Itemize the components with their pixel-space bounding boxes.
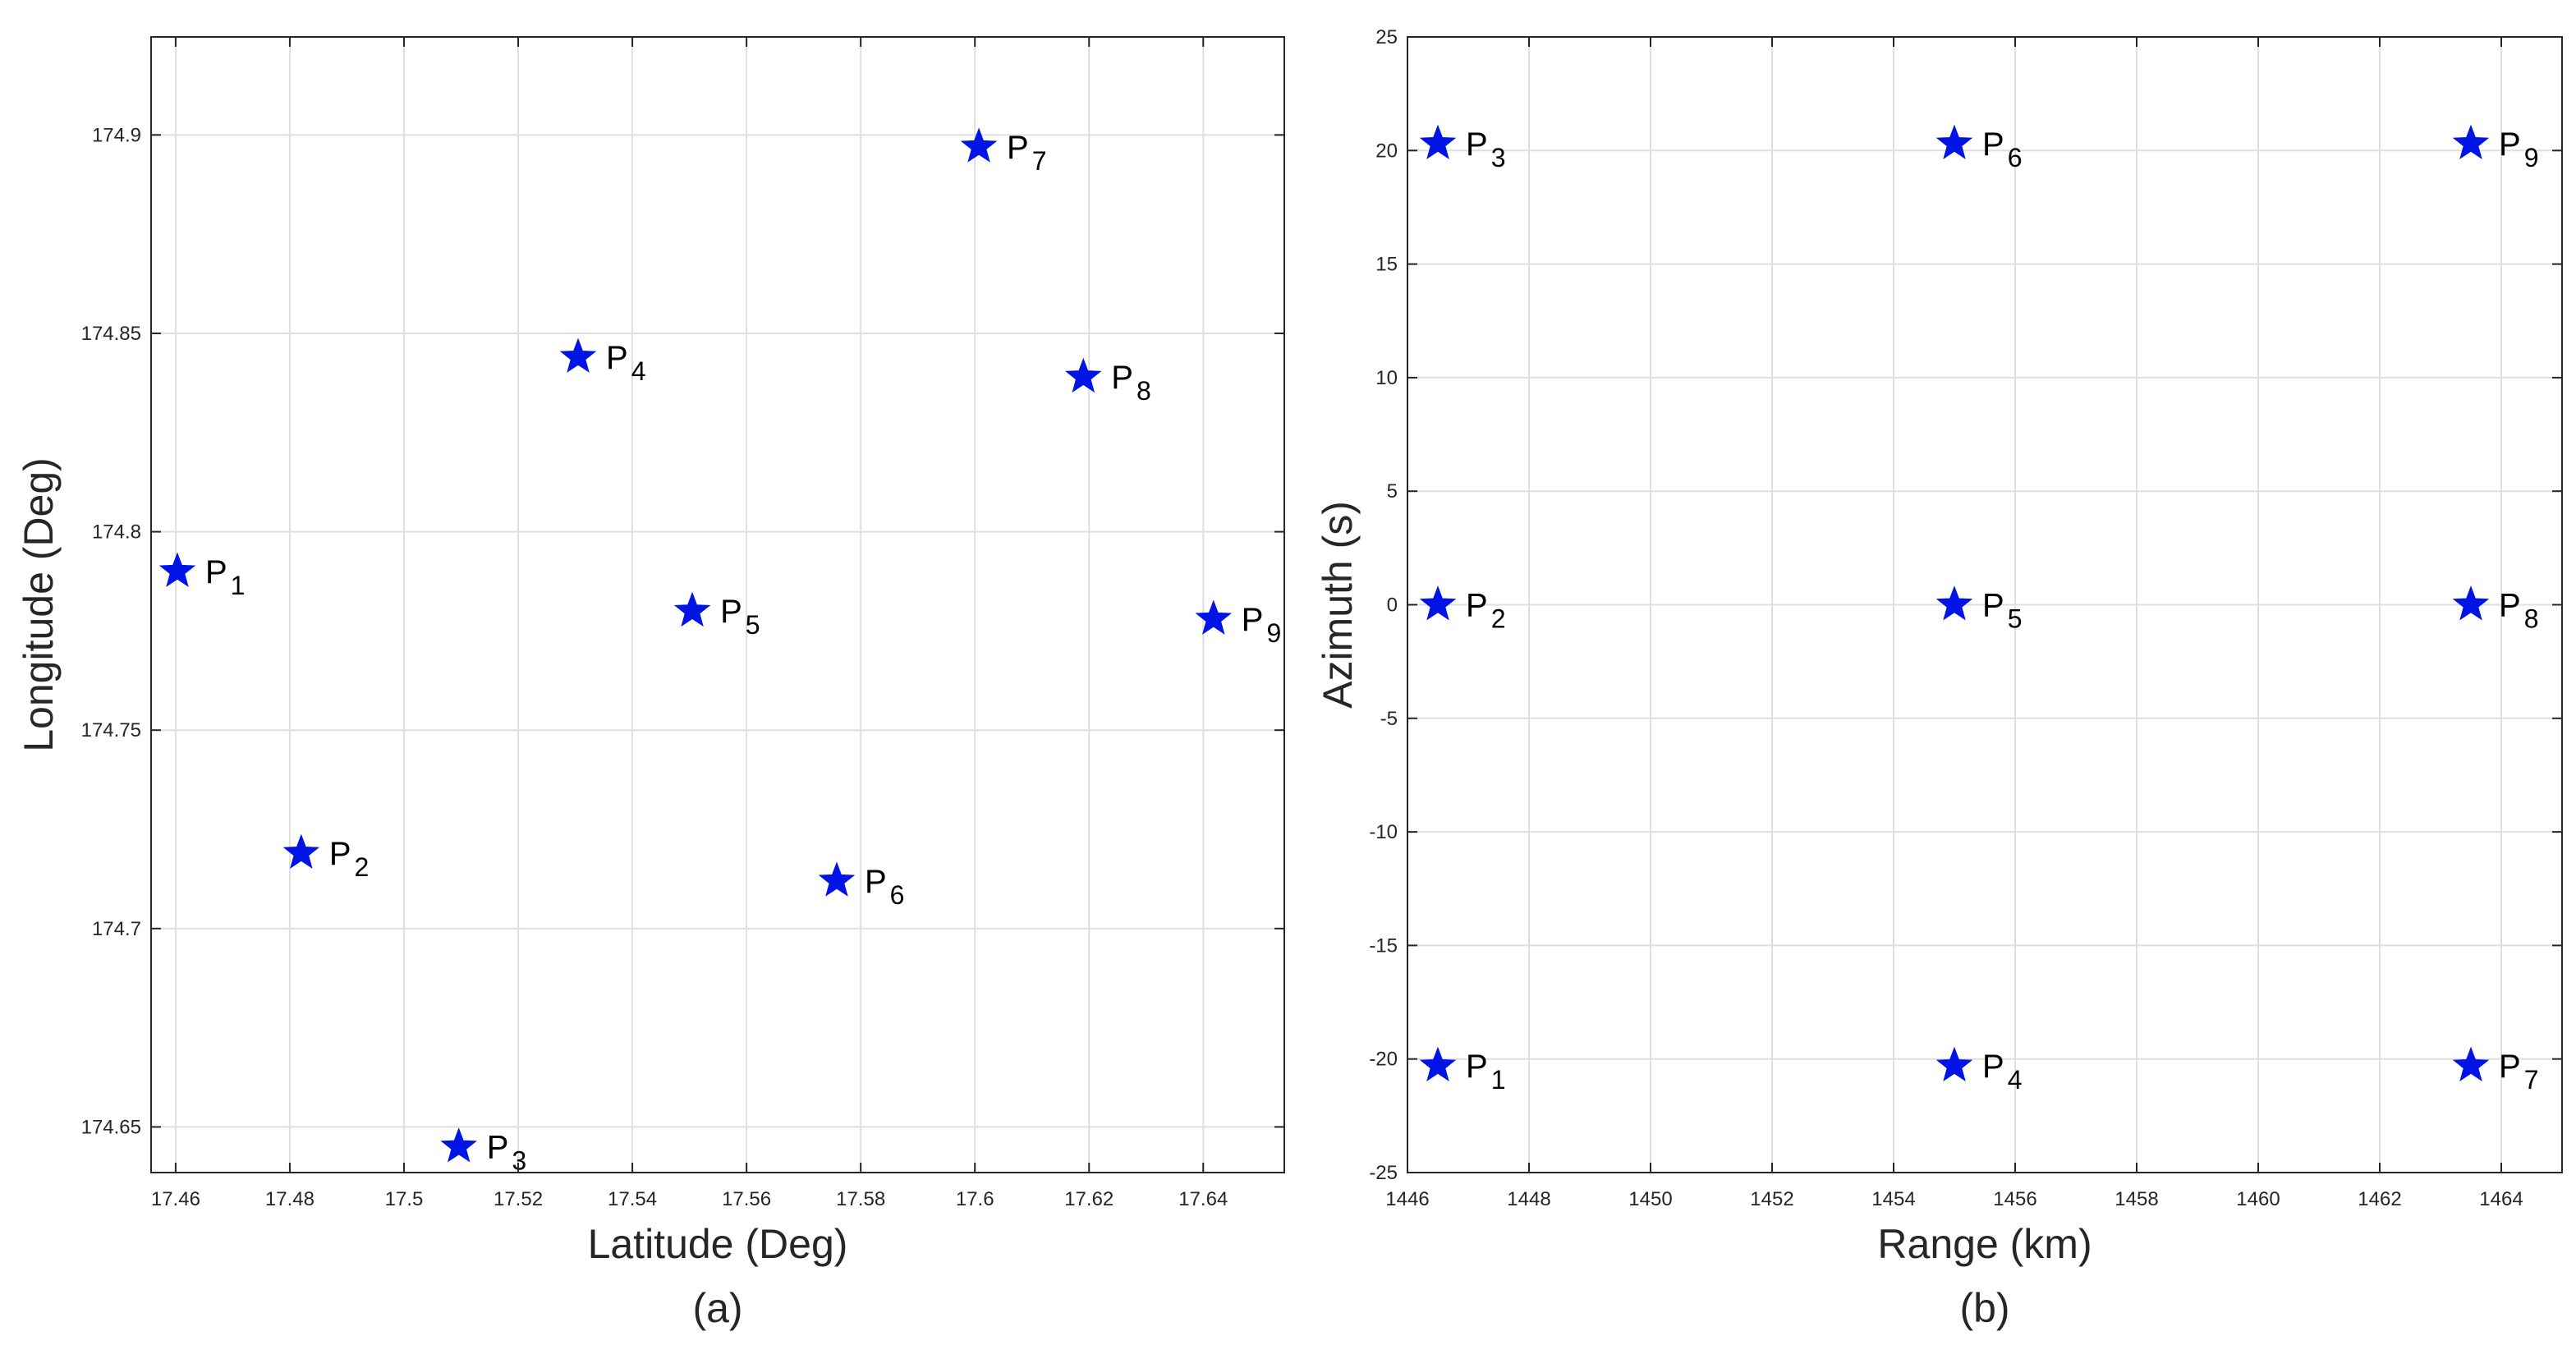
panel-b-xtick-label: 1464: [2479, 1188, 2523, 1210]
panel-b-ticks: 1446 1448 1450 1452 1454 1456 1458 1460 1462 1464…: [1369, 26, 2562, 1210]
panel-a-ticks: 17.46 17.48 17.5 17.52 17.54 17.56 17.58 17.6 17…: [81, 37, 1284, 1210]
panel-b-point-P4-star-icon: [1935, 1046, 1973, 1081]
panel-b-xtick-label: 1454: [1871, 1188, 1915, 1210]
panel-a-point-P1-star-icon: [158, 552, 196, 587]
panel-b-ylabel: Azimuth (s): [1315, 501, 1361, 709]
panel-b-xtick-label: 1462: [2358, 1188, 2401, 1210]
panel-a-point-P7-star-icon: [960, 127, 998, 163]
panel-b-ytick-label: 15: [1375, 254, 1398, 276]
panel-a-axes-box: [150, 36, 1285, 1173]
panel-a-point-P2-star-icon: [282, 833, 320, 869]
panel-b-xtick-label: 1450: [1628, 1188, 1672, 1210]
panel-b-point-P2-star-icon: [1419, 585, 1457, 621]
panel-a-ytick-label: 174.85: [81, 323, 141, 345]
panel-a-xtick-label: 17.62: [1064, 1188, 1114, 1210]
panel-b-point-P8-star-icon: [2452, 585, 2490, 621]
panel-a-point-P4-star-icon: [559, 337, 597, 373]
panel-a-xtick-label: 17.54: [608, 1188, 657, 1210]
panel-a-xtick-label: 17.5: [385, 1188, 424, 1210]
panel-b-ytick-label: -20: [1369, 1049, 1398, 1071]
panel-b-xlabel: Range (km): [1877, 1221, 2092, 1267]
panel-a-point-P9-star-icon: [1195, 599, 1233, 635]
panel-b-ytick-label: -15: [1369, 934, 1398, 957]
panel-a-xtick-label: 17.52: [494, 1188, 543, 1210]
panel-a-xtick-label: 17.58: [836, 1188, 885, 1210]
panel-a-xtick-label: 17.56: [722, 1188, 771, 1210]
panel-a-xtick-label: 17.6: [956, 1188, 994, 1210]
panel-b-point-P1-star-icon: [1419, 1046, 1457, 1081]
panel-b-xtick-label: 1456: [1993, 1188, 2036, 1210]
panel-a-xtick-label: 17.64: [1178, 1188, 1228, 1210]
panel-b-point-P3-star-icon: [1419, 124, 1457, 159]
panel-b-ytick-label: 20: [1375, 140, 1398, 162]
panel-b-point-P5-star-icon: [1935, 585, 1973, 621]
panel-b-ytick-label: 0: [1387, 594, 1398, 617]
panel-b-xtick-label: 1446: [1385, 1188, 1429, 1210]
panel-b-caption: (b): [1959, 1285, 2009, 1331]
panel-b-ytick-label: 5: [1387, 480, 1398, 503]
panel-a: P 1P 2P 3P 4P 5P 6P 7P 8P 9 17.46 17.48 17.5 17.52 17…: [16, 36, 1285, 1331]
panel-b-ytick-label: -5: [1380, 708, 1398, 730]
panel-a-xtick-label: 17.46: [151, 1188, 200, 1210]
panel-b-xtick-label: 1458: [2115, 1188, 2158, 1210]
panel-b-ytick-label: 10: [1375, 367, 1398, 389]
panel-a-point-P5-star-icon: [673, 591, 711, 627]
panel-b-xtick-label: 1452: [1750, 1188, 1793, 1210]
panel-a-point-P8-star-icon: [1065, 357, 1102, 393]
panel-b-ytick-label: 25: [1375, 26, 1398, 48]
panel-b-point-P9-star-icon: [2452, 124, 2490, 159]
panel-a-ytick-label: 174.8: [92, 521, 141, 544]
panel-a-ytick-label: 174.7: [92, 918, 141, 940]
panel-b-ytick-label: -25: [1369, 1162, 1398, 1184]
panel-a-caption: (a): [692, 1285, 742, 1331]
panel-b-xtick-label: 1460: [2236, 1188, 2280, 1210]
panel-b-point-P7-star-icon: [2452, 1046, 2490, 1081]
panel-a-ylabel: Longitude (Deg): [16, 457, 62, 752]
panel-b-ytick-label: -10: [1369, 821, 1398, 843]
panel-a-point-P3-star-icon: [440, 1127, 477, 1163]
panel-a-grid: [151, 37, 1284, 1173]
panel-a-xlabel: Latitude (Deg): [588, 1221, 848, 1267]
panel-a-ytick-label: 174.65: [81, 1116, 141, 1138]
panel-b-point-P6-star-icon: [1935, 124, 1973, 159]
panel-b-xtick-label: 1448: [1507, 1188, 1550, 1210]
panel-a-ytick-label: 174.75: [81, 719, 141, 741]
panel-a-ytick-label: 174.9: [92, 124, 141, 146]
panel-a-point-P6-star-icon: [818, 861, 856, 897]
panel-a-xtick-label: 17.48: [265, 1188, 315, 1210]
